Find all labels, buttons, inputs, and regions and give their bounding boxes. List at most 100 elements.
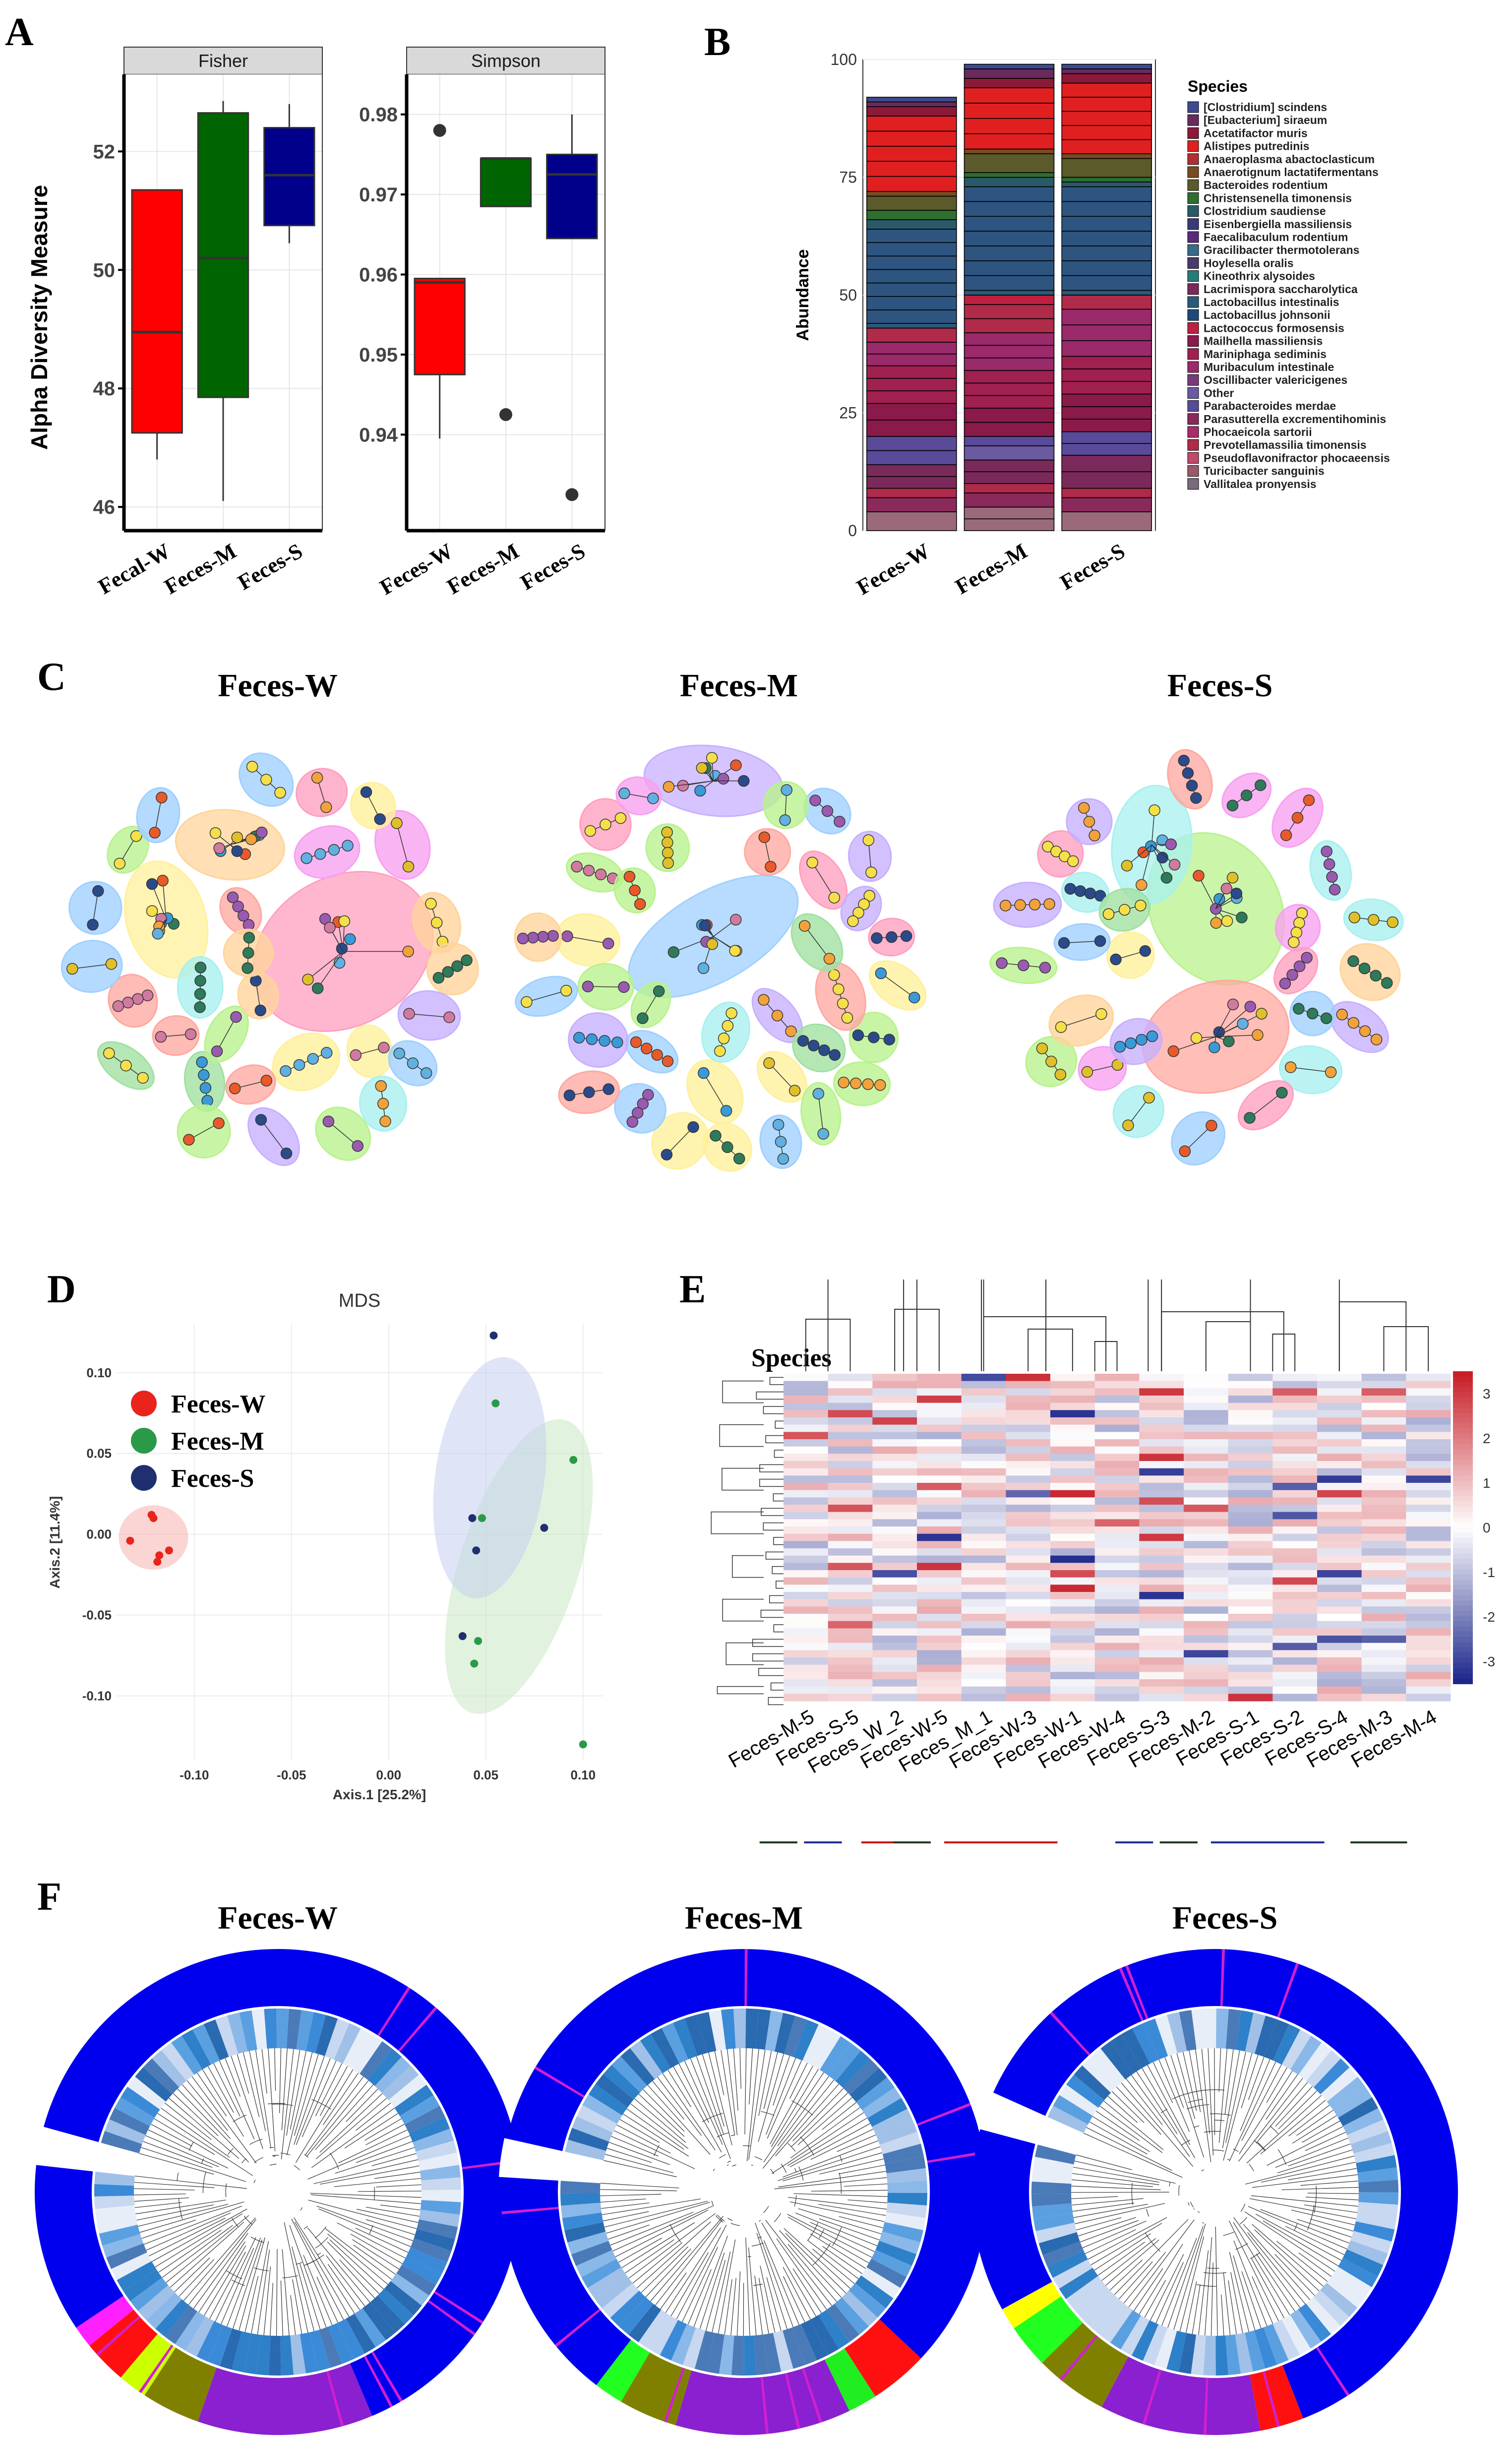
tree-inner-segment	[280, 2335, 294, 2376]
network-node	[1227, 998, 1239, 1011]
stack-segment	[1061, 308, 1152, 325]
tree-branch	[600, 2194, 662, 2196]
tree-branch	[1107, 2096, 1138, 2123]
heatmap-cell	[872, 1672, 917, 1680]
y-tick-label: 0.97	[359, 184, 398, 206]
network-node	[771, 1010, 784, 1022]
tree-branch	[708, 2052, 732, 2145]
heatmap-cell	[828, 1672, 873, 1680]
tree-outer-segment	[1002, 2282, 1061, 2328]
tree-inner-segment	[1073, 2283, 1111, 2318]
heatmap-cell	[784, 1475, 829, 1483]
network-node	[663, 781, 675, 793]
heatmap-cell	[961, 1439, 1006, 1447]
heatmap-cell	[1228, 1439, 1273, 1447]
heatmap-cell	[784, 1664, 829, 1672]
heatmap-cell	[1361, 1657, 1406, 1665]
tree-inner-segment	[1031, 2181, 1072, 2194]
tree-branch	[787, 2118, 867, 2166]
network-node	[706, 938, 719, 950]
heatmap-cell	[1272, 1563, 1318, 1571]
network-node	[314, 848, 326, 860]
colorbar-step	[1453, 1543, 1473, 1549]
tree-inner-segment	[185, 2316, 214, 2357]
network-node	[402, 945, 414, 958]
stack-segment	[964, 471, 1055, 484]
tree-inner-segment	[111, 2252, 152, 2280]
tree-inner-segment	[370, 2295, 405, 2333]
heatmap-cell	[1006, 1606, 1051, 1614]
heatmap-cell	[1361, 1410, 1406, 1418]
stack-segment	[866, 282, 957, 297]
tree-branch	[787, 2143, 796, 2152]
heatmap-cell	[1317, 1497, 1362, 1505]
network-node	[629, 884, 641, 897]
legend-swatch	[1187, 140, 1199, 152]
heatmap-cell	[1050, 1424, 1095, 1432]
heatmap-cell	[1361, 1563, 1406, 1571]
network-node	[1210, 917, 1222, 929]
network-node	[763, 1057, 775, 1069]
y-tick-label: 0.10	[86, 1365, 112, 1380]
box-xlabel: Feces-W	[376, 539, 457, 600]
tree-branch	[789, 2063, 808, 2099]
row-dendrogram	[758, 1668, 784, 1676]
network-edge	[666, 1127, 694, 1155]
colorbar-step	[1453, 1668, 1473, 1674]
network-node	[146, 878, 158, 890]
tree-inner-segment	[256, 2334, 271, 2376]
heatmap-cell	[1006, 1621, 1051, 1629]
legend-swatch	[1187, 127, 1199, 139]
tree-inner-segment	[763, 2332, 782, 2374]
heatmap-cell	[961, 1585, 1006, 1592]
network-node	[900, 930, 912, 942]
heatmap-cell	[961, 1497, 1006, 1505]
heatmap-cell	[1228, 1541, 1273, 1549]
heatmap-cell	[784, 1402, 829, 1410]
tree-branch	[652, 2080, 684, 2120]
network-node	[1036, 1042, 1048, 1054]
tree-branch	[751, 2243, 764, 2247]
tree-inner-segment	[1110, 2034, 1142, 2074]
tree-branch	[319, 2165, 420, 2185]
tree-branch	[1302, 2121, 1340, 2143]
heatmap-cell	[1094, 1497, 1140, 1505]
colorbar-step	[1453, 1585, 1473, 1590]
heatmap-cell	[1050, 1432, 1095, 1440]
heatmap-cell	[917, 1599, 962, 1607]
heatmap-cell	[961, 1541, 1006, 1549]
tree-inner-segment	[208, 2325, 233, 2367]
tree-branch	[204, 2245, 246, 2316]
tree-branch	[1218, 2048, 1227, 2143]
tree-inner-segment	[367, 2048, 402, 2086]
row-dendrogram	[760, 1609, 784, 1618]
tree-branch	[727, 2160, 731, 2163]
row-dendrogram	[731, 1555, 764, 1578]
tree-inner-segment	[138, 2285, 175, 2320]
heatmap-cell	[961, 1374, 1006, 1382]
heatmap-cell	[1139, 1636, 1184, 1644]
tree-branch	[1275, 2137, 1348, 2168]
heatmap-cell	[1272, 1577, 1318, 1585]
network-node	[828, 969, 840, 981]
legend-swatch	[1187, 218, 1199, 230]
heatmap-cell	[1228, 1526, 1273, 1534]
heatmap-cell	[828, 1505, 873, 1513]
tree-branch	[1071, 2196, 1118, 2199]
tree-branch	[634, 2098, 686, 2143]
tree-branch	[151, 2124, 192, 2147]
tree-branch	[209, 2252, 246, 2319]
network-node	[651, 1049, 663, 1061]
heatmap-cell	[1184, 1672, 1229, 1680]
stack-segment	[1061, 97, 1152, 112]
stack-xlabel: Feces-W	[852, 539, 934, 600]
mds-ylabel: Axis.2 [11.4%]	[47, 1496, 62, 1589]
network-node	[1320, 1012, 1332, 1025]
heatmap-cell	[1184, 1526, 1229, 1534]
network-node	[595, 868, 607, 880]
heatmap-cell	[1361, 1439, 1406, 1447]
heatmap-cell	[1406, 1585, 1451, 1592]
heatmap-cell	[872, 1555, 917, 1563]
tree-branch	[1240, 2203, 1246, 2212]
heatmap-cell	[1361, 1468, 1406, 1476]
